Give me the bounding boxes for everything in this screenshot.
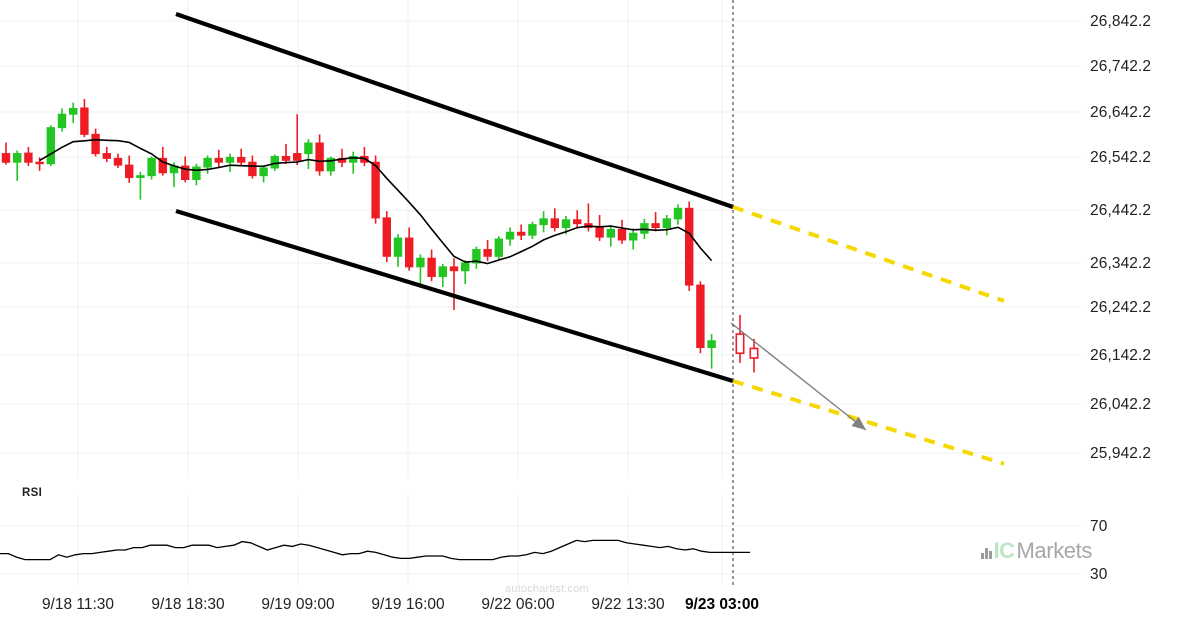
price-axis-tick: 25,942.2 xyxy=(1090,445,1152,462)
price-axis: 26,842.2 26,742.2 26,642.2 26,542.2 26,442.2… xyxy=(1082,0,1200,630)
price-axis-tick: 26,542.2 xyxy=(1090,149,1152,166)
moving-average-line xyxy=(39,138,713,265)
price-axis-tick: 26,642.2 xyxy=(1090,104,1152,121)
time-axis-tick: 9/19 16:00 xyxy=(371,596,445,613)
brand-secondary-text: Markets xyxy=(1016,538,1093,563)
price-axis-tick: 26,342.2 xyxy=(1090,255,1152,272)
price-axis-tick: 26,442.2 xyxy=(1090,202,1152,219)
gridlines xyxy=(0,0,1082,478)
time-axis-tick: 9/22 13:30 xyxy=(591,596,665,613)
forecast-arrow xyxy=(730,322,867,431)
rsi-axis-tick: 30 xyxy=(1090,566,1108,583)
forecast-candles xyxy=(735,314,759,373)
rsi-pane-label: RSI xyxy=(22,487,43,499)
time-axis-tick-current: 9/23 03:00 xyxy=(684,596,760,613)
time-axis-tick: 9/22 06:00 xyxy=(481,596,555,613)
channel-projection xyxy=(732,205,1005,466)
ic-markets-logo: IC Markets xyxy=(981,536,1092,562)
time-axis-tick: 9/18 11:30 xyxy=(41,596,115,613)
rsi-axis-tick: 70 xyxy=(1090,518,1108,535)
brand-primary-text: IC xyxy=(993,538,1016,563)
time-axis-tick: 9/19 09:00 xyxy=(261,596,335,613)
time-axis-tick: 9/18 18:30 xyxy=(151,596,225,613)
price-axis-tick: 26,242.2 xyxy=(1090,299,1152,316)
falling-channel-lines xyxy=(175,12,734,384)
price-axis-tick: 26,042.2 xyxy=(1090,396,1152,413)
rsi-gridlines xyxy=(0,495,1082,585)
rsi-line xyxy=(0,539,750,561)
autochartist-watermark: autochartist.com xyxy=(505,583,589,595)
price-axis-tick: 26,142.2 xyxy=(1090,347,1152,364)
price-axis-tick: 26,842.2 xyxy=(1090,13,1152,30)
time-axis: 9/18 11:30 9/18 18:30 9/19 09:00 9/19 16:00… xyxy=(0,596,1082,630)
price-axis-tick: 26,742.2 xyxy=(1090,58,1152,75)
bar-chart-icon xyxy=(981,545,992,559)
candlestick-series xyxy=(1,98,716,369)
